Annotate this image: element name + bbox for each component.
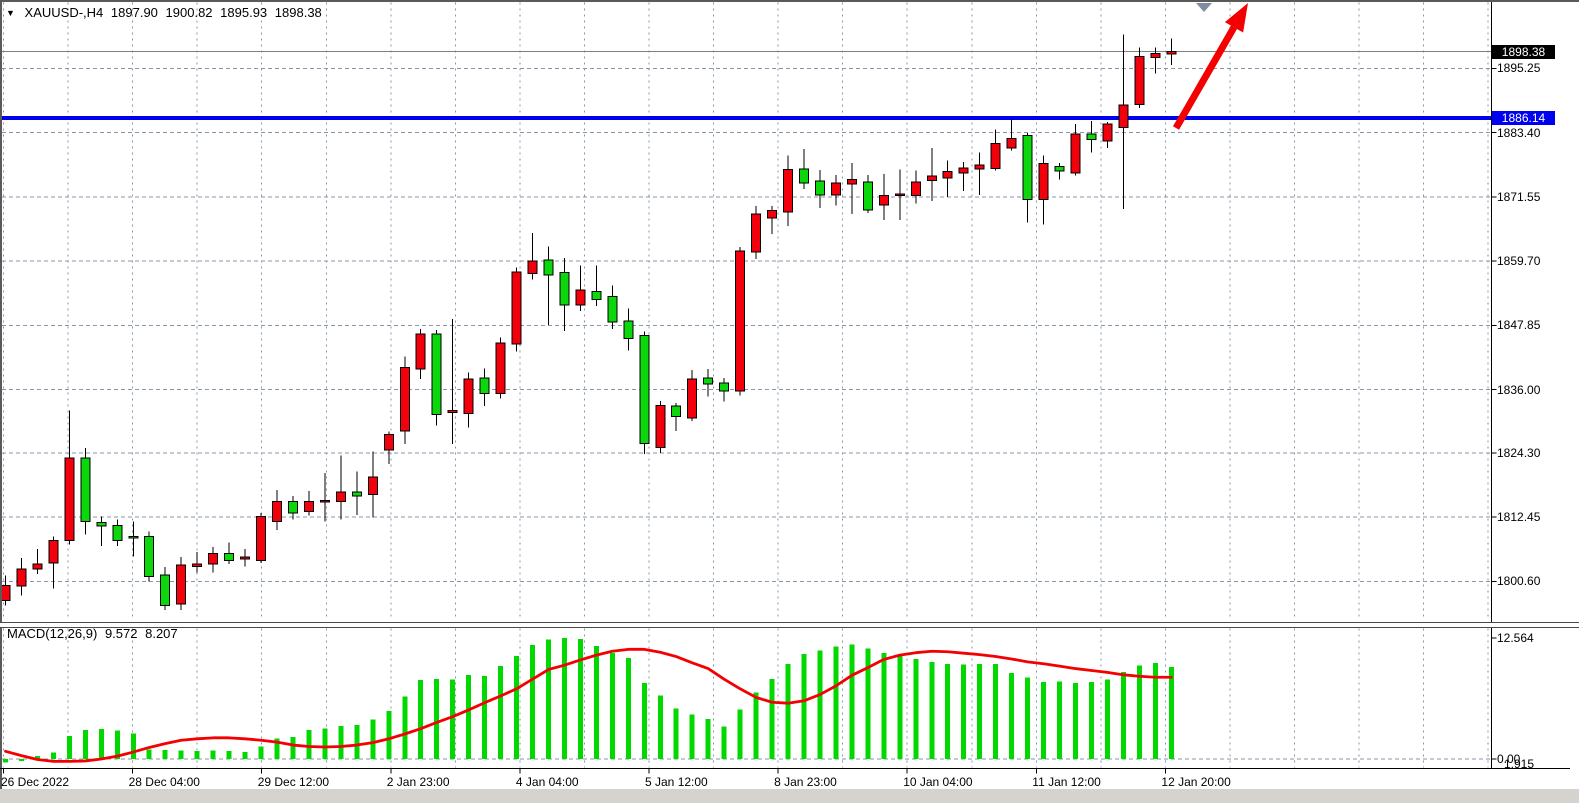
time-tick-label: 29 Dec 12:00: [257, 775, 330, 789]
time-tick-label: 26 Dec 2022: [1, 775, 70, 789]
chevron-down-icon[interactable]: ▼: [6, 8, 15, 18]
time-tick-label: 28 Dec 04:00: [128, 775, 200, 789]
macd-min-label: 1.915: [1504, 757, 1535, 771]
time-tick-label: 10 Jan 04:00: [903, 775, 973, 789]
macd-max-label: 12.564: [1497, 631, 1534, 646]
price-tick-label: 1895.25: [1497, 61, 1541, 76]
price-tick-label: 1836.00: [1497, 382, 1541, 397]
price-tick-label: 1883.40: [1497, 125, 1541, 140]
price-tick-label: 1847.85: [1497, 318, 1541, 333]
indicator-label: MACD(12,26,9) 9.572 8.207: [7, 626, 182, 641]
time-tick-label: 4 Jan 04:00: [515, 775, 579, 789]
time-tick-label: 5 Jan 12:00: [645, 775, 708, 789]
price-tick-label: 1800.60: [1497, 574, 1541, 589]
symbol-period-label: XAUUSD-,H4: [24, 5, 104, 20]
window-bottom-strip: [0, 789, 1579, 803]
ohlc-low-value: 1895.93: [220, 5, 268, 20]
hline-price-marker: 1886.14: [1492, 110, 1555, 125]
panel-splitter[interactable]: [0, 622, 1579, 628]
macd-zero-label: 0.00: [1497, 752, 1521, 766]
price-tick-label: 1824.30: [1497, 446, 1541, 460]
indicator-name: MACD(12,26,9): [7, 626, 98, 641]
price-axis[interactable]: 1895.25 1883.40 1871.55 1859.70 1847.85 1836.…: [1492, 2, 1579, 615]
triangle-down-marker-icon: [1196, 3, 1212, 12]
time-tick-label: 12 Jan 20:00: [1161, 775, 1231, 789]
current-price-marker: 1898.38: [1492, 44, 1555, 59]
price-tick-label: 1871.55: [1497, 189, 1541, 204]
indicator-signal-value: 8.207: [145, 626, 178, 641]
time-tick-label: 11 Jan 12:00: [1032, 775, 1101, 789]
ohlc-high-value: 1900.82: [165, 5, 213, 20]
price-tick-label: 1812.45: [1497, 510, 1541, 525]
time-axis[interactable]: 26 Dec 2022 28 Dec 04:00 29 Dec 12:00 2 Jan…: [0, 769, 1579, 789]
time-tick-label: 8 Jan 23:00: [774, 775, 837, 789]
price-tick-label: 1859.70: [1497, 254, 1541, 269]
ohlc-open-value: 1897.90: [110, 5, 158, 20]
indicator-axis[interactable]: 12.564 0.00 1.915: [1492, 622, 1579, 771]
ohlc-close-value: 1898.38: [274, 5, 322, 20]
chart-title: ▼ XAUUSD-,H4 1897.90 1900.82 1895.93 189…: [6, 5, 326, 20]
trend-arrow-icon: [1172, 3, 1248, 130]
indicator-main-value: 9.572: [104, 626, 138, 641]
time-tick-label: 2 Jan 23:00: [386, 775, 450, 789]
